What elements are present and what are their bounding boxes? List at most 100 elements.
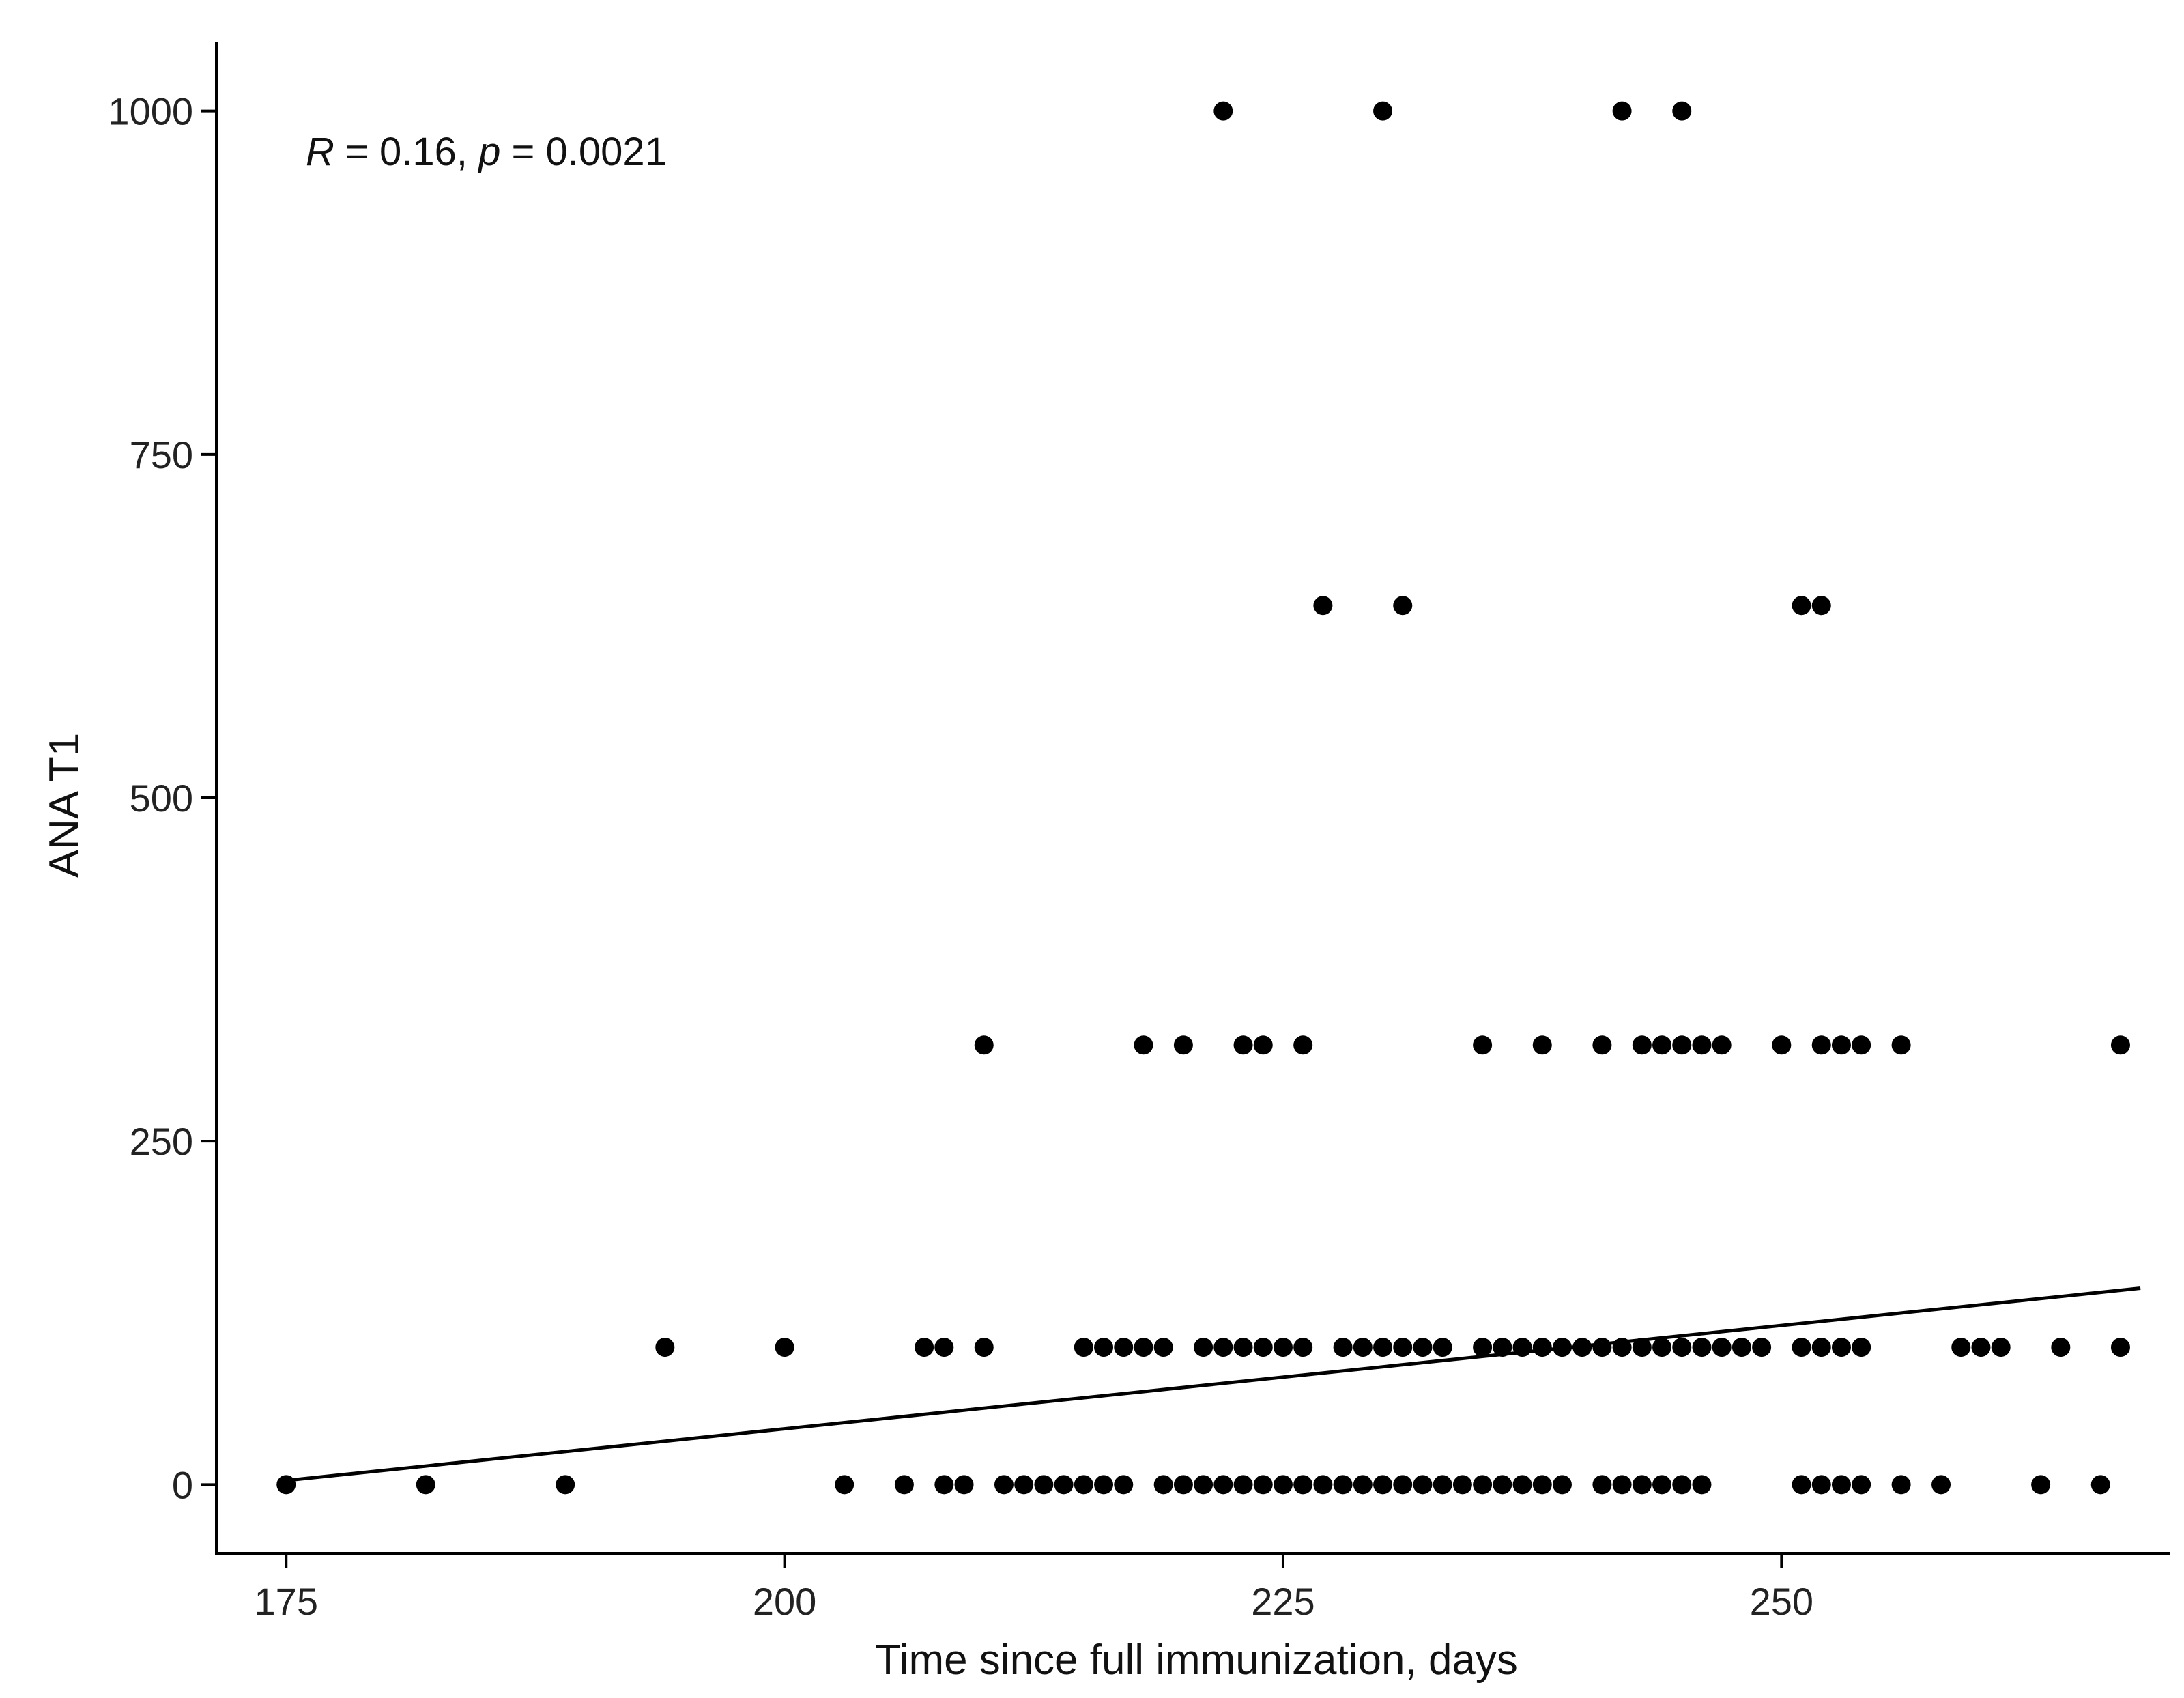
- data-point: [1074, 1338, 1093, 1357]
- data-point: [1672, 101, 1692, 121]
- data-points: [276, 101, 2130, 1495]
- data-point: [1473, 1035, 1493, 1055]
- data-point: [1114, 1475, 1134, 1495]
- x-tick-label: 250: [1750, 1580, 1813, 1623]
- r-value: = 0.16,: [334, 130, 478, 174]
- data-point: [1552, 1338, 1572, 1357]
- data-point: [1632, 1035, 1652, 1055]
- data-point: [1213, 1475, 1233, 1495]
- data-point: [1293, 1035, 1313, 1055]
- data-point: [2051, 1338, 2071, 1357]
- data-point: [416, 1475, 435, 1495]
- data-point: [1433, 1338, 1452, 1357]
- data-point: [1233, 1035, 1253, 1055]
- data-point: [1652, 1035, 1672, 1055]
- data-point: [1413, 1475, 1433, 1495]
- data-point: [1712, 1035, 1732, 1055]
- data-point: [1672, 1035, 1692, 1055]
- data-point: [974, 1338, 994, 1357]
- data-point: [1612, 1338, 1632, 1357]
- data-point: [1253, 1475, 1273, 1495]
- data-point: [1393, 596, 1413, 616]
- data-point: [2031, 1475, 2051, 1495]
- data-point: [1153, 1338, 1173, 1357]
- data-point: [1293, 1338, 1313, 1357]
- data-point: [1473, 1338, 1493, 1357]
- data-point: [1891, 1475, 1911, 1495]
- data-point: [2110, 1035, 2130, 1055]
- data-point: [556, 1475, 575, 1495]
- data-point: [1712, 1338, 1732, 1357]
- r-symbol: R: [306, 130, 334, 174]
- x-axis-ticks: 175 200 225 250: [255, 1553, 1813, 1623]
- data-point: [655, 1338, 675, 1357]
- data-point: [1772, 1035, 1792, 1055]
- data-point: [894, 1475, 914, 1495]
- data-point: [1692, 1338, 1712, 1357]
- data-point: [1413, 1338, 1433, 1357]
- data-point: [1852, 1338, 1871, 1357]
- data-point: [1353, 1475, 1373, 1495]
- data-point: [1592, 1035, 1612, 1055]
- data-point: [1293, 1475, 1313, 1495]
- data-point: [2090, 1475, 2110, 1495]
- data-point: [1592, 1338, 1612, 1357]
- data-point: [1213, 1338, 1233, 1357]
- data-point: [1572, 1338, 1592, 1357]
- data-point: [1493, 1475, 1512, 1495]
- data-point: [1852, 1035, 1871, 1055]
- data-point: [1313, 596, 1333, 616]
- data-point: [2110, 1338, 2130, 1357]
- y-axis-title: ANA T1: [41, 733, 88, 878]
- data-point: [1991, 1338, 2011, 1357]
- x-tick-label: 200: [753, 1580, 816, 1623]
- data-point: [1552, 1475, 1572, 1495]
- data-point: [1393, 1338, 1413, 1357]
- data-point: [1173, 1475, 1193, 1495]
- data-point: [1333, 1475, 1353, 1495]
- data-point: [1811, 596, 1831, 616]
- data-point: [1672, 1475, 1692, 1495]
- correlation-annotation: R = 0.16, p = 0.0021: [306, 130, 667, 174]
- data-point: [954, 1475, 974, 1495]
- data-point: [1473, 1475, 1493, 1495]
- data-point: [1094, 1475, 1114, 1495]
- data-point: [915, 1338, 934, 1357]
- y-tick-label: 500: [130, 777, 193, 820]
- data-point: [1253, 1035, 1273, 1055]
- data-point: [1373, 1338, 1393, 1357]
- data-point: [1512, 1475, 1532, 1495]
- data-point: [1891, 1035, 1911, 1055]
- x-tick-label: 225: [1251, 1580, 1314, 1623]
- data-point: [1532, 1035, 1552, 1055]
- y-tick-label: 0: [172, 1463, 193, 1506]
- data-point: [1273, 1475, 1293, 1495]
- data-point: [1233, 1475, 1253, 1495]
- data-point: [1831, 1035, 1851, 1055]
- data-point: [1931, 1475, 1951, 1495]
- data-point: [276, 1475, 296, 1495]
- data-point: [1134, 1338, 1153, 1357]
- data-point: [1054, 1475, 1074, 1495]
- data-point: [1353, 1338, 1373, 1357]
- data-point: [1194, 1475, 1213, 1495]
- data-point: [1014, 1475, 1034, 1495]
- data-point: [1532, 1338, 1552, 1357]
- data-point: [1612, 101, 1632, 121]
- data-point: [1213, 101, 1233, 121]
- data-point: [1971, 1338, 1991, 1357]
- data-point: [1074, 1475, 1093, 1495]
- y-tick-label: 1000: [108, 90, 193, 133]
- data-point: [1692, 1035, 1712, 1055]
- data-point: [775, 1338, 794, 1357]
- data-point: [1632, 1475, 1652, 1495]
- data-point: [1313, 1475, 1333, 1495]
- data-point: [1612, 1475, 1632, 1495]
- data-point: [1652, 1475, 1672, 1495]
- data-point: [994, 1475, 1014, 1495]
- data-point: [1732, 1338, 1751, 1357]
- data-point: [1811, 1338, 1831, 1357]
- data-point: [1273, 1338, 1293, 1357]
- data-point: [1512, 1338, 1532, 1357]
